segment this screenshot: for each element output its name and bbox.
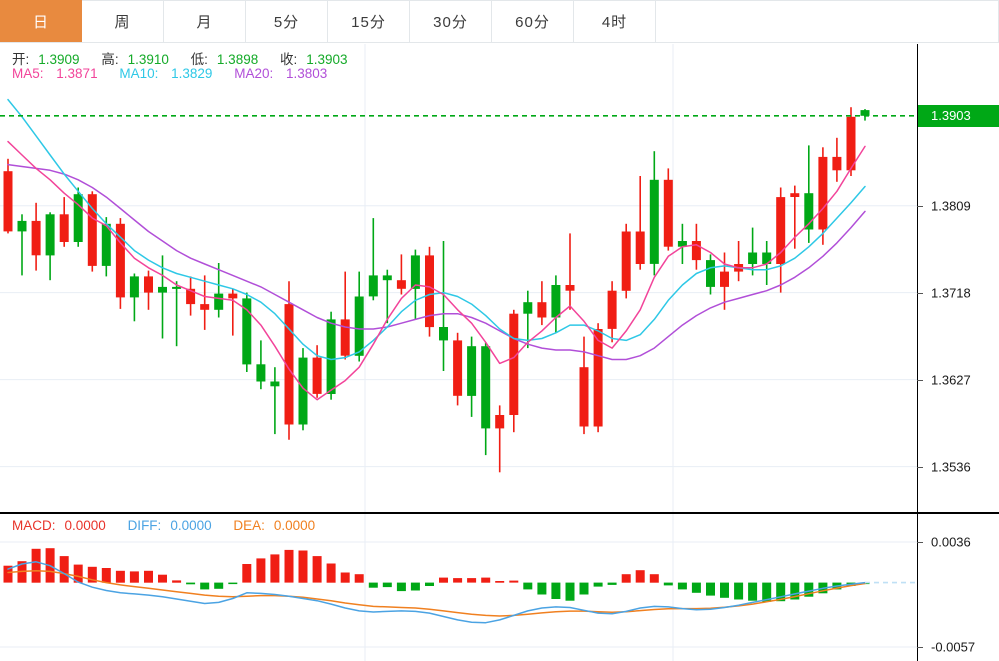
panel-separator (0, 512, 999, 514)
ma5-label: MA5: (12, 66, 44, 81)
price-axis-line (917, 44, 918, 513)
macd-axis: 0.0036 -0.0057 (917, 514, 999, 661)
price-tick-label: 1.3536 (931, 459, 971, 475)
price-chart-panel: 开: 1.3909 高: 1.3910 低: 1.3898 收: 1.3903 MA5:… (0, 44, 999, 513)
ma5-value: 1.3871 (56, 66, 98, 81)
price-tick-mark (917, 205, 923, 207)
tab-label: 日 (32, 14, 49, 31)
price-tick-mark (917, 292, 923, 294)
ohlc-legend: 开: 1.3909 高: 1.3910 低: 1.3898 收: 1.3903 (12, 48, 366, 68)
ma10-label: MA10: (119, 66, 159, 81)
price-tick-mark (917, 466, 923, 468)
price-tick-mark (917, 379, 923, 381)
macd-label: MACD: (12, 518, 56, 533)
macd-plot[interactable] (0, 514, 917, 661)
ma20-label: MA20: (234, 66, 274, 81)
timeframe-tab-6[interactable]: 60分 (492, 0, 574, 42)
diff-value: 0.0000 (170, 518, 212, 533)
timeframe-tabbar: 日 周 月 5分 15分 30分 60分 4时 (0, 0, 999, 43)
tab-label: 5分 (273, 14, 300, 31)
tab-label: 15分 (351, 14, 386, 31)
tab-label: 30分 (433, 14, 468, 31)
macd-tick-mark (917, 542, 923, 543)
low-value: 1.3898 (216, 52, 259, 67)
timeframe-tab-1[interactable]: 周 (82, 0, 164, 42)
ma-legend: MA5: 1.3871 MA10: 1.3829 MA20: 1.3803 (12, 66, 345, 81)
dea-value: 0.0000 (273, 518, 316, 533)
macd-value: 0.0000 (64, 518, 106, 533)
diff-label: DIFF: (127, 518, 162, 533)
timeframe-tab-4[interactable]: 15分 (328, 0, 410, 42)
tab-label: 4时 (601, 14, 628, 31)
macd-legend: MACD: 0.0000 DIFF: 0.0000 DEA: 0.0000 (12, 518, 333, 533)
high-value: 1.3910 (127, 52, 169, 67)
tab-label: 60分 (515, 14, 550, 31)
ma10-value: 1.3829 (171, 66, 213, 81)
tab-label: 月 (196, 14, 213, 31)
timeframe-tab-0[interactable]: 日 (0, 0, 82, 42)
price-axis: 1.3809 1.3718 1.3627 1.3536 1.3903 (917, 44, 999, 513)
macd-tick-label: -0.0057 (931, 639, 976, 655)
ma20-value: 1.3803 (286, 66, 328, 81)
price-tick-label: 1.3627 (931, 372, 971, 388)
macd-axis-line (917, 514, 918, 661)
macd-tick-mark (917, 647, 923, 648)
dea-label: DEA: (233, 518, 265, 533)
timeframe-tab-7[interactable]: 4时 (574, 0, 656, 42)
close-label: 收: (279, 52, 298, 67)
high-label: 高: (101, 52, 119, 67)
timeframe-tab-5[interactable]: 30分 (410, 0, 492, 42)
low-label: 低: (190, 52, 208, 67)
price-tick-label: 1.3809 (931, 198, 971, 214)
tab-label: 周 (114, 14, 131, 31)
timeframe-tab-3[interactable]: 5分 (246, 0, 328, 42)
timeframe-tab-2[interactable]: 月 (164, 0, 246, 42)
close-value: 1.3903 (306, 52, 348, 67)
current-price-badge: 1.3903 (918, 104, 999, 127)
candlestick-plot[interactable] (0, 44, 917, 513)
macd-panel: MACD: 0.0000 DIFF: 0.0000 DEA: 0.0000 0.003… (0, 514, 999, 661)
open-label: 开: (12, 52, 30, 67)
macd-tick-label: 0.0036 (931, 534, 971, 550)
tabbar-empty-area (656, 0, 999, 42)
price-tick-label: 1.3718 (931, 285, 971, 301)
open-value: 1.3909 (38, 52, 80, 67)
